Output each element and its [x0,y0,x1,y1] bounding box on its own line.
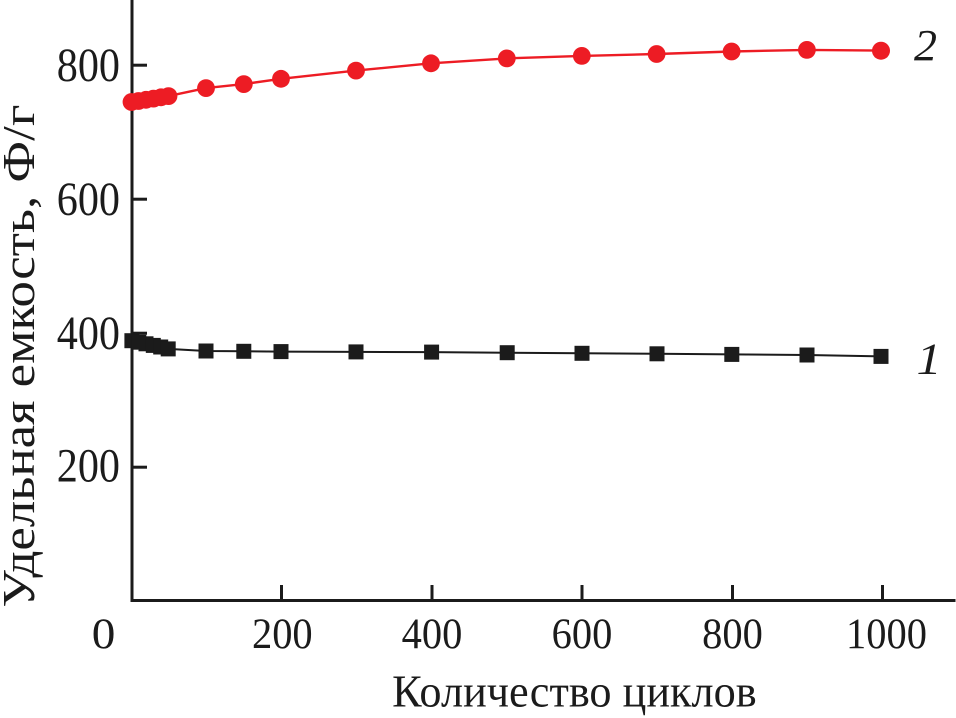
svg-text:400: 400 [402,611,463,659]
svg-text:600: 600 [57,173,120,226]
svg-text:200: 200 [252,611,313,659]
svg-text:800: 800 [57,39,120,92]
svg-text:Удельная емкость, Ф/г: Удельная емкость, Ф/г [0,104,44,607]
svg-text:800: 800 [702,611,763,659]
svg-text:1: 1 [917,335,942,384]
svg-text:200: 200 [57,439,120,492]
svg-text:Количество циклов: Количество циклов [392,665,757,716]
svg-text:600: 600 [552,611,613,659]
svg-text:0: 0 [92,610,116,658]
svg-text:2: 2 [914,21,937,70]
svg-text:1000: 1000 [846,611,927,659]
svg-text:400: 400 [57,307,120,360]
